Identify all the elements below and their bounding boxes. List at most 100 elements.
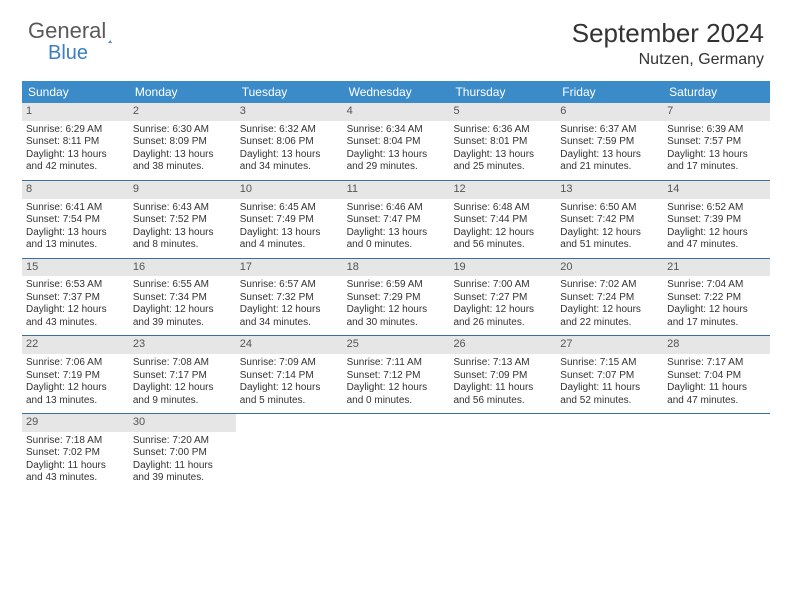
- title-block: September 2024 Nutzen, Germany: [572, 18, 764, 69]
- day-cell: 23Sunrise: 7:08 AMSunset: 7:17 PMDayligh…: [129, 336, 236, 413]
- day-number: 1: [22, 103, 129, 121]
- day-cell: 13Sunrise: 6:50 AMSunset: 7:42 PMDayligh…: [556, 181, 663, 258]
- daylight-line: Daylight: 12 hours and 0 minutes.: [347, 382, 446, 407]
- daylight-line: Daylight: 13 hours and 13 minutes.: [26, 227, 125, 252]
- day-cell: 10 Sunrise: 6:45 AMSunset: 7:49 PMDayligh…: [236, 181, 343, 258]
- daylight-line: Daylight: 12 hours and 39 minutes.: [133, 304, 232, 329]
- day-cell: .: [236, 414, 343, 491]
- daylight-line: Daylight: 11 hours and 52 minutes.: [560, 382, 659, 407]
- weekday-header-row: SundayMondayTuesdayWednesdayThursdayFrid…: [22, 81, 770, 103]
- day-cell: 9Sunrise: 6:43 AMSunset: 7:52 PMDaylight…: [129, 181, 236, 258]
- sunset-line: Sunset: 7:12 PM: [347, 370, 446, 383]
- daylight-line: Daylight: 13 hours and 4 minutes.: [240, 227, 339, 252]
- sunset-line: Sunset: 8:06 PM: [240, 136, 339, 149]
- daylight-line: Daylight: 12 hours and 26 minutes.: [453, 304, 552, 329]
- day-cell: 6Sunrise: 6:37 AMSunset: 7:59 PMDaylight…: [556, 103, 663, 180]
- sunrise-line: Sunrise: 7:11 AM: [347, 357, 446, 370]
- sunrise-line: Sunrise: 6:41 AM: [26, 202, 125, 215]
- day-cell: 17Sunrise: 6:57 AMSunset: 7:32 PMDayligh…: [236, 259, 343, 336]
- day-cell: 24Sunrise: 7:09 AMSunset: 7:14 PMDayligh…: [236, 336, 343, 413]
- day-cell: 20 Sunrise: 7:02 AMSunset: 7:24 PMDayligh…: [556, 259, 663, 336]
- week-row: 29 Sunrise: 7:18 AMSunset: 7:02 PMDayligh…: [22, 414, 770, 491]
- sunset-line: Sunset: 7:49 PM: [240, 214, 339, 227]
- day-number: 22: [22, 336, 129, 354]
- sunset-line: Sunset: 7:09 PM: [453, 370, 552, 383]
- sunrise-line: Sunrise: 7:17 AM: [667, 357, 766, 370]
- day-number: 8: [22, 181, 129, 199]
- day-number: 4: [343, 103, 450, 121]
- sunrise-line: Sunrise: 6:45 AM: [240, 202, 339, 215]
- sunrise-line: Sunrise: 7:04 AM: [667, 279, 766, 292]
- day-number: 5: [449, 103, 556, 121]
- day-cell: .: [449, 414, 556, 491]
- day-number: 29: [22, 414, 129, 432]
- sunrise-line: Sunrise: 7:18 AM: [26, 435, 125, 448]
- daylight-line: Daylight: 13 hours and 17 minutes.: [667, 149, 766, 174]
- sunset-line: Sunset: 8:04 PM: [347, 136, 446, 149]
- sunset-line: Sunset: 7:54 PM: [26, 214, 125, 227]
- daylight-line: Daylight: 13 hours and 42 minutes.: [26, 149, 125, 174]
- day-cell: 4Sunrise: 6:34 AMSunset: 8:04 PMDaylight…: [343, 103, 450, 180]
- sunrise-line: Sunrise: 6:30 AM: [133, 124, 232, 137]
- sunset-line: Sunset: 7:27 PM: [453, 292, 552, 305]
- location-label: Nutzen, Germany: [572, 51, 764, 69]
- daylight-line: Daylight: 13 hours and 34 minutes.: [240, 149, 339, 174]
- sunset-line: Sunset: 7:42 PM: [560, 214, 659, 227]
- daylight-line: Daylight: 12 hours and 22 minutes.: [560, 304, 659, 329]
- day-cell: 3Sunrise: 6:32 AMSunset: 8:06 PMDaylight…: [236, 103, 343, 180]
- day-number: 21: [663, 259, 770, 277]
- sunrise-line: Sunrise: 6:52 AM: [667, 202, 766, 215]
- weekday-header: Friday: [556, 81, 663, 103]
- sunset-line: Sunset: 7:02 PM: [26, 447, 125, 460]
- sunrise-line: Sunrise: 6:53 AM: [26, 279, 125, 292]
- sunset-line: Sunset: 7:34 PM: [133, 292, 232, 305]
- daylight-line: Daylight: 13 hours and 38 minutes.: [133, 149, 232, 174]
- sunrise-line: Sunrise: 6:55 AM: [133, 279, 232, 292]
- weekday-header: Wednesday: [343, 81, 450, 103]
- daylight-line: Daylight: 13 hours and 25 minutes.: [453, 149, 552, 174]
- day-cell: 1Sunrise: 6:29 AMSunset: 8:11 PMDaylight…: [22, 103, 129, 180]
- sunset-line: Sunset: 7:00 PM: [133, 447, 232, 460]
- sunset-line: Sunset: 7:07 PM: [560, 370, 659, 383]
- sunrise-line: Sunrise: 6:43 AM: [133, 202, 232, 215]
- day-cell: 2Sunrise: 6:30 AMSunset: 8:09 PMDaylight…: [129, 103, 236, 180]
- day-number: 7: [663, 103, 770, 121]
- sunrise-line: Sunrise: 6:36 AM: [453, 124, 552, 137]
- sunset-line: Sunset: 7:47 PM: [347, 214, 446, 227]
- day-cell: 14Sunrise: 6:52 AMSunset: 7:39 PMDayligh…: [663, 181, 770, 258]
- sail-icon: [108, 23, 112, 39]
- day-cell: 25 Sunrise: 7:11 AMSunset: 7:12 PMDayligh…: [343, 336, 450, 413]
- sunrise-line: Sunrise: 7:00 AM: [453, 279, 552, 292]
- day-cell: 30Sunrise: 7:20 AMSunset: 7:00 PMDayligh…: [129, 414, 236, 491]
- day-number: 9: [129, 181, 236, 199]
- day-cell: 5Sunrise: 6:36 AMSunset: 8:01 PMDaylight…: [449, 103, 556, 180]
- week-row: 1Sunrise: 6:29 AMSunset: 8:11 PMDaylight…: [22, 103, 770, 181]
- sunset-line: Sunset: 7:24 PM: [560, 292, 659, 305]
- daylight-line: Daylight: 11 hours and 43 minutes.: [26, 460, 125, 485]
- sunrise-line: Sunrise: 7:15 AM: [560, 357, 659, 370]
- sunset-line: Sunset: 7:57 PM: [667, 136, 766, 149]
- sunrise-line: Sunrise: 7:09 AM: [240, 357, 339, 370]
- weekday-header: Monday: [129, 81, 236, 103]
- sunrise-line: Sunrise: 6:48 AM: [453, 202, 552, 215]
- sunset-line: Sunset: 7:29 PM: [347, 292, 446, 305]
- sunset-line: Sunset: 7:32 PM: [240, 292, 339, 305]
- daylight-line: Daylight: 12 hours and 13 minutes.: [26, 382, 125, 407]
- day-number: 25: [343, 336, 450, 354]
- sunrise-line: Sunrise: 6:29 AM: [26, 124, 125, 137]
- day-number: 19: [449, 259, 556, 277]
- day-number: 10: [236, 181, 343, 199]
- sunset-line: Sunset: 7:37 PM: [26, 292, 125, 305]
- day-number: 12: [449, 181, 556, 199]
- weekday-header: Saturday: [663, 81, 770, 103]
- daylight-line: Daylight: 12 hours and 47 minutes.: [667, 227, 766, 252]
- sunset-line: Sunset: 7:14 PM: [240, 370, 339, 383]
- day-number: 20: [556, 259, 663, 277]
- weekday-header: Tuesday: [236, 81, 343, 103]
- sunrise-line: Sunrise: 6:32 AM: [240, 124, 339, 137]
- daylight-line: Daylight: 13 hours and 21 minutes.: [560, 149, 659, 174]
- week-row: 15Sunrise: 6:53 AMSunset: 7:37 PMDayligh…: [22, 259, 770, 337]
- sunrise-line: Sunrise: 7:02 AM: [560, 279, 659, 292]
- day-cell: 8 Sunrise: 6:41 AMSunset: 7:54 PMDaylight…: [22, 181, 129, 258]
- day-number: 2: [129, 103, 236, 121]
